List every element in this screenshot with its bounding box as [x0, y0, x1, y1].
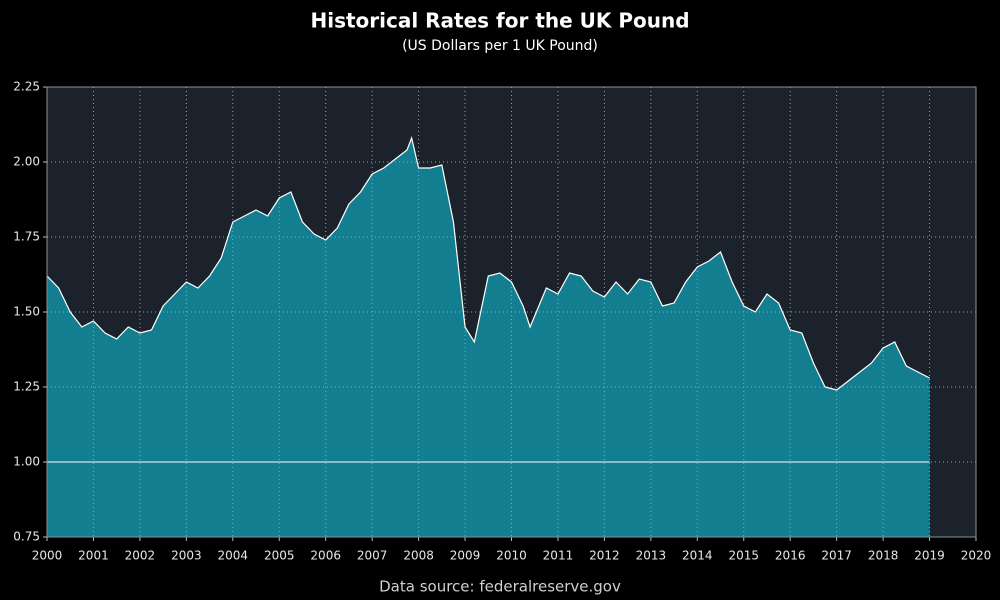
- y-tick-label: 1.25: [13, 380, 40, 394]
- x-tick-label: 2010: [496, 549, 527, 563]
- x-tick-label: 2015: [728, 549, 759, 563]
- x-tick-label: 2007: [357, 549, 388, 563]
- x-tick-label: 2000: [32, 549, 63, 563]
- line: [46, 135, 930, 391]
- plot-frame: [46, 86, 977, 538]
- area: [47, 138, 930, 537]
- x-tick-label: 2014: [682, 549, 713, 563]
- y-tick-label: 0.75: [13, 530, 40, 544]
- y-tick-label: 1.00: [13, 455, 40, 469]
- y-tick-label: 1.75: [13, 230, 40, 244]
- x-tick-label: 2016: [775, 549, 806, 563]
- x-tick-label: 2009: [450, 549, 481, 563]
- x-tick-label: 2005: [264, 549, 295, 563]
- chart-subtitle: (US Dollars per 1 UK Pound): [402, 38, 598, 54]
- x-tick-label: 2012: [589, 549, 620, 563]
- y-tick-label: 1.50: [13, 305, 40, 319]
- y-tick-label: 2.00: [13, 155, 40, 169]
- x-tick-label: 2006: [310, 549, 341, 563]
- x-tick-label: 2011: [543, 549, 574, 563]
- x-tick-label: 2018: [868, 549, 899, 563]
- y-tick-label: 2.25: [13, 80, 40, 94]
- x-tick-label: 2019: [914, 549, 945, 563]
- x-tick-label: 2020: [961, 549, 992, 563]
- x-tick-label: 2017: [821, 549, 852, 563]
- x-tick-label: 2013: [636, 549, 667, 563]
- x-tick-label: 2001: [78, 549, 109, 563]
- x-tick-label: 2003: [171, 549, 202, 563]
- source-note: Data source: federalreserve.gov: [379, 578, 621, 596]
- chart-title: Historical Rates for the UK Pound: [310, 9, 689, 33]
- x-tick-label: 2002: [125, 549, 156, 563]
- x-tick-label: 2008: [403, 549, 434, 563]
- x-tick-label: 2004: [218, 549, 249, 563]
